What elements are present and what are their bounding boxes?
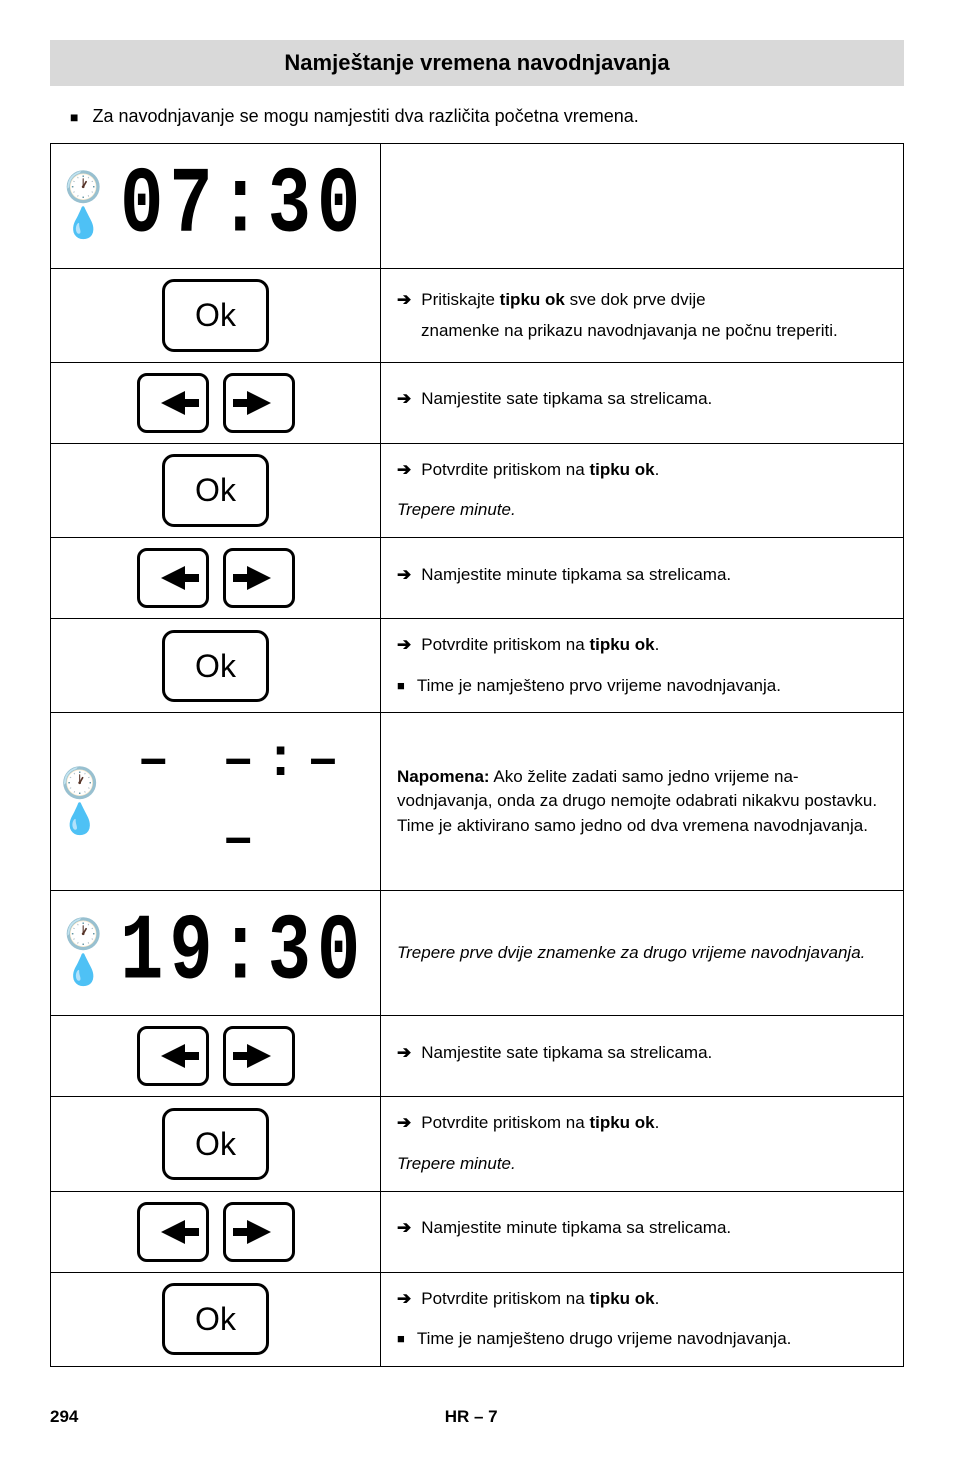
step-text: Namjestite sate tipkama sa strelicama. xyxy=(381,362,904,443)
page-number: 294 xyxy=(50,1407,78,1427)
clock-drop-icon: 🕐💧 xyxy=(65,920,102,986)
left-arrow-icon xyxy=(137,373,209,433)
step-text: Namjestite minute tipkama sa strelicama. xyxy=(381,538,904,619)
right-arrow-icon xyxy=(223,1202,295,1262)
ok-button-icon: Ok xyxy=(162,1283,269,1355)
ok-button-icon: Ok xyxy=(162,1108,269,1180)
ok-cell: Ok xyxy=(51,269,381,362)
section-header: Namještanje vremena navodnjavanja xyxy=(50,40,904,86)
intro-text: Za navodnjavanje se mogu namjestiti dva … xyxy=(70,106,904,127)
ok-cell: Ok xyxy=(51,1097,381,1191)
right-arrow-icon xyxy=(223,548,295,608)
arrows-cell xyxy=(51,1016,381,1097)
ok-button-icon: Ok xyxy=(162,454,269,526)
right-arrow-icon xyxy=(223,1026,295,1086)
display-dashes: 🕐💧 – –:– – xyxy=(51,713,381,891)
step-text: Potvrdite pritiskom na tipku ok. Trepere… xyxy=(381,1097,904,1191)
segment-display: 19:30 xyxy=(120,885,366,1021)
clock-drop-icon: 🕐💧 xyxy=(65,173,102,239)
display-1930: 🕐💧 19:30 xyxy=(51,890,381,1015)
step-text: Namjestite sate tipkama sa strelicama. xyxy=(381,1016,904,1097)
arrows-cell xyxy=(51,1191,381,1272)
arrows-cell xyxy=(51,362,381,443)
empty-cell xyxy=(381,144,904,269)
left-arrow-icon xyxy=(137,548,209,608)
step-text: Namjestite minute tipkama sa strelicama. xyxy=(381,1191,904,1272)
ok-cell: Ok xyxy=(51,619,381,713)
ok-cell: Ok xyxy=(51,1272,381,1366)
step-text: Pritiskajte tipku ok sve dok prve dvije … xyxy=(381,269,904,362)
left-arrow-icon xyxy=(137,1202,209,1262)
page-footer: 294 HR – 7 xyxy=(50,1407,904,1427)
arrows-cell xyxy=(51,538,381,619)
ok-button-icon: Ok xyxy=(162,279,269,351)
clock-drop-icon: 🕐💧 xyxy=(61,769,98,835)
step-text: Trepere prve dvije znamenke za drugo vri… xyxy=(381,890,904,1015)
segment-display: – –:– – xyxy=(116,723,370,880)
left-arrow-icon xyxy=(137,1026,209,1086)
step-text: Potvrdite pritiskom na tipku ok. Trepere… xyxy=(381,443,904,537)
segment-display: 07:30 xyxy=(120,138,366,274)
display-0730: 🕐💧 07:30 xyxy=(51,144,381,269)
instruction-table: 🕐💧 07:30 Ok Pritiskajte tipku ok sve dok… xyxy=(50,143,904,1367)
ok-button-icon: Ok xyxy=(162,630,269,702)
step-text: Potvrdite pritiskom na tipku ok. Time je… xyxy=(381,619,904,713)
right-arrow-icon xyxy=(223,373,295,433)
step-text: Potvrdite pritiskom na tipku ok. Time je… xyxy=(381,1272,904,1366)
page-code: HR – 7 xyxy=(445,1407,498,1427)
ok-cell: Ok xyxy=(51,443,381,537)
note-text: Napomena: Ako želite zadati samo jedno v… xyxy=(381,713,904,891)
